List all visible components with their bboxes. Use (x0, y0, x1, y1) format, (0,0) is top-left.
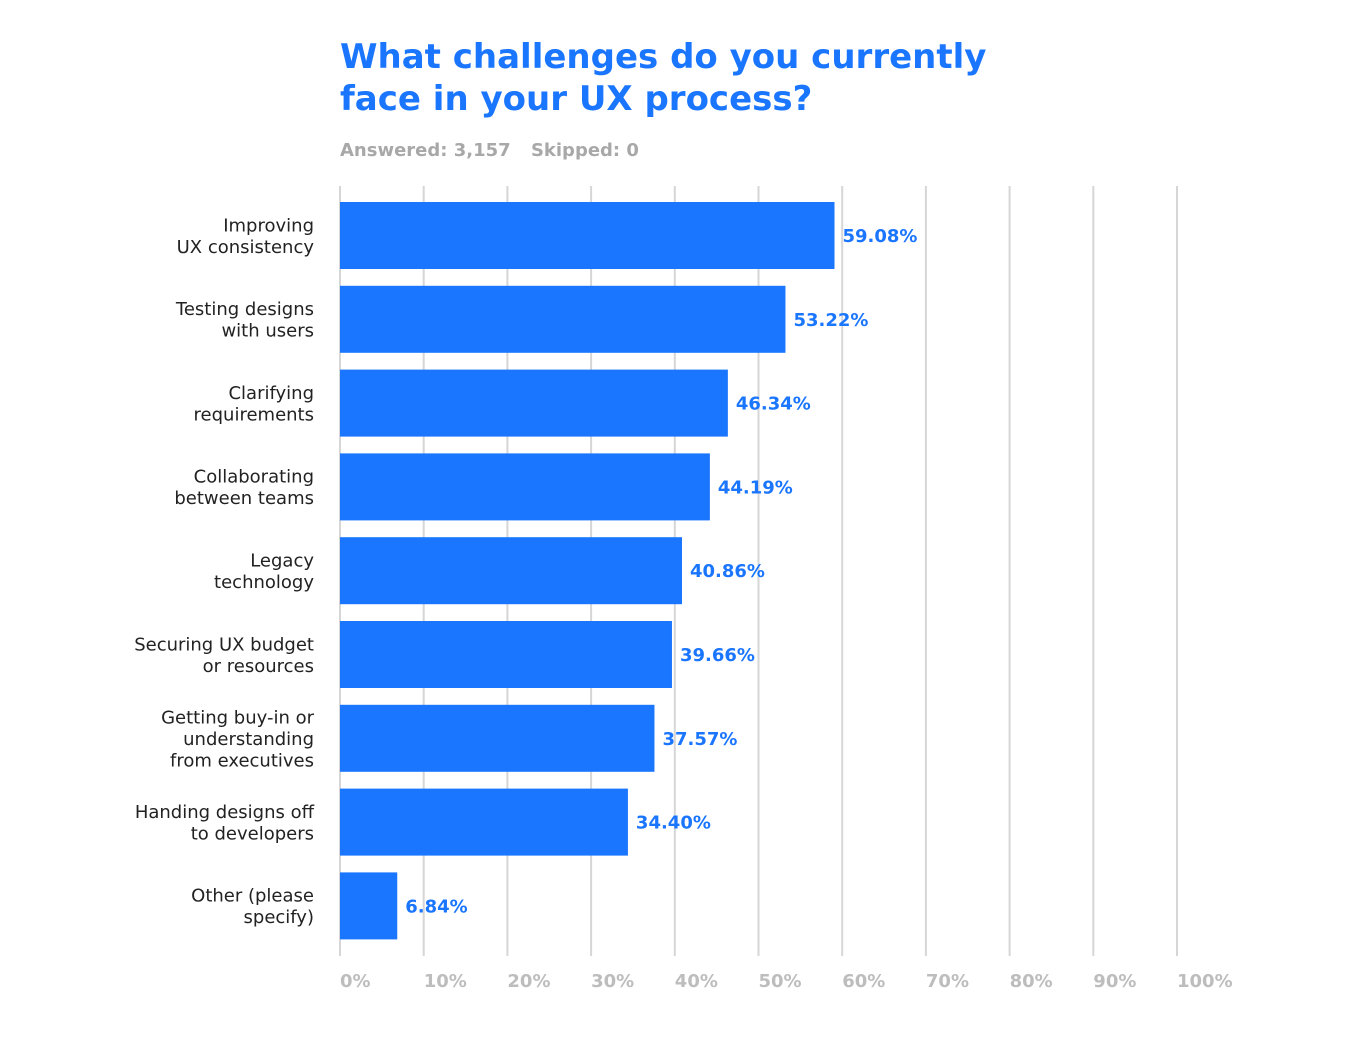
x-tick-label: 10% (424, 971, 467, 992)
bar-value-label: 39.66% (680, 645, 755, 666)
bars (340, 202, 835, 940)
category-labels: Improving UX consistency Testing designs wi… (134, 215, 314, 928)
bar-value-label: 40.86% (690, 561, 765, 582)
category-label: Getting buy-in or understanding from execu… (161, 707, 315, 771)
category-label: Legacy technology (214, 550, 314, 593)
category-label-line: or resources (203, 656, 314, 677)
category-label-line: Improving (223, 215, 314, 236)
x-tick-label: 100% (1177, 971, 1233, 992)
category-label-line: Testing designs (175, 299, 314, 320)
bar (340, 704, 655, 772)
x-tick-label: 60% (842, 971, 885, 992)
category-label-line: Clarifying (228, 383, 314, 404)
bar-value-label: 34.40% (636, 813, 711, 834)
bar (340, 872, 398, 940)
category-label: Clarifying requirements (194, 383, 314, 426)
x-tick-label: 80% (1010, 971, 1053, 992)
x-tick-label: 0% (340, 971, 371, 992)
bar-value-label: 59.08% (842, 226, 917, 247)
bar (340, 453, 710, 521)
bar (340, 285, 786, 353)
category-label: Improving UX consistency (177, 215, 315, 258)
category-label: Other (please specify) (191, 886, 314, 929)
value-labels: 59.08% 53.22% 46.34% 44.19% 40.86% 39.66% 37.5… (405, 226, 917, 917)
category-label: Handing designs off to developers (135, 802, 315, 845)
category-label-line: requirements (194, 404, 314, 425)
category-label-line: Legacy (250, 550, 314, 571)
x-tick-label: 20% (507, 971, 550, 992)
category-label-line: UX consistency (177, 237, 315, 258)
x-tick-label: 70% (926, 971, 969, 992)
x-tick-label: 40% (675, 971, 718, 992)
x-tick-label: 90% (1093, 971, 1136, 992)
category-label-line: Securing UX budget (134, 634, 314, 655)
bar-value-label: 46.34% (736, 394, 811, 415)
category-label-line: technology (214, 572, 314, 593)
chart-title: What challenges do you currently face in… (340, 37, 987, 119)
bar (340, 369, 728, 437)
category-label-line: between teams (174, 488, 314, 509)
bar-value-label: 37.57% (662, 729, 737, 750)
bar (340, 788, 628, 856)
x-axis-ticks: 0% 10% 20% 30% 40% 50% 60% 70% 80% 90% 100% (340, 971, 1233, 992)
category-label: Collaborating between teams (174, 467, 314, 510)
category-label-line: specify) (244, 907, 314, 928)
bar-value-label: 44.19% (718, 477, 793, 498)
category-label-line: Other (please (191, 886, 314, 907)
category-label: Testing designs with users (175, 299, 314, 342)
bar (340, 621, 672, 688)
category-label-line: Handing designs off (135, 802, 315, 823)
bar-value-label: 53.22% (793, 310, 868, 331)
category-label: Securing UX budget or resources (134, 634, 314, 677)
x-tick-label: 50% (759, 971, 802, 992)
category-label-line: from executives (170, 750, 314, 771)
category-label-line: understanding (183, 729, 314, 750)
bar-value-label: 6.84% (405, 896, 467, 917)
category-label-line: with users (221, 321, 314, 342)
bar (340, 537, 682, 605)
category-label-line: to developers (191, 823, 314, 844)
response-stats: Answered: 3,157 Skipped: 0 (340, 140, 653, 161)
category-label-line: Getting buy-in or (161, 707, 315, 728)
category-label-line: Collaborating (194, 467, 314, 488)
answered-count: Answered: 3,157 (340, 140, 511, 161)
skipped-count: Skipped: 0 (530, 140, 639, 161)
bar (340, 202, 835, 269)
x-tick-label: 30% (591, 971, 634, 992)
